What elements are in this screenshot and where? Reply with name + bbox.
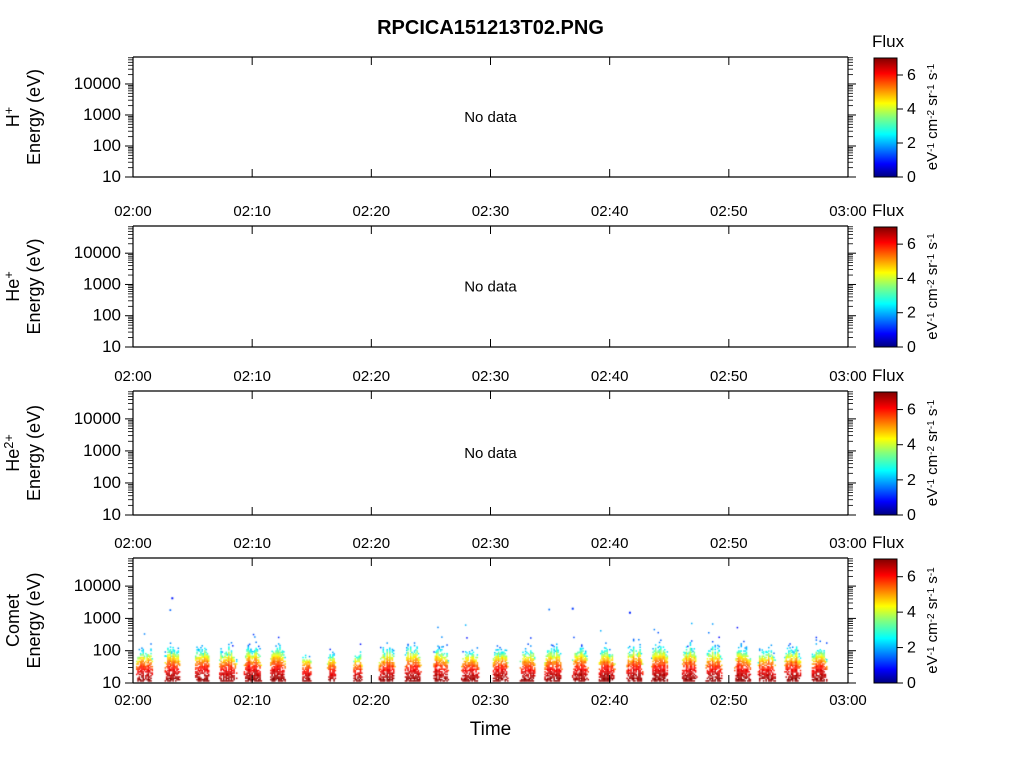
svg-text:02:50: 02:50 [710,368,748,385]
svg-text:eV-1 cm-2 sr-1 s-1: eV-1 cm-2 sr-1 s-1 [924,233,941,340]
svg-text:02:10: 02:10 [233,692,271,709]
svg-text:No data: No data [464,445,517,462]
svg-text:2: 2 [907,640,916,657]
svg-text:10: 10 [102,167,121,186]
svg-text:Flux: Flux [872,533,905,552]
svg-text:2: 2 [907,305,916,322]
svg-text:02:10: 02:10 [233,535,271,552]
svg-text:03:00: 03:00 [829,203,867,220]
svg-text:10: 10 [102,337,121,356]
svg-text:02:20: 02:20 [353,368,391,385]
svg-text:4: 4 [907,101,916,118]
svg-text:100: 100 [93,641,121,660]
svg-text:0: 0 [907,169,916,186]
svg-text:02:30: 02:30 [472,535,510,552]
svg-text:No data: No data [464,109,517,126]
svg-text:6: 6 [907,67,916,84]
svg-text:100: 100 [93,136,121,155]
svg-text:02:00: 02:00 [114,368,152,385]
svg-text:02:00: 02:00 [114,203,152,220]
svg-text:02:10: 02:10 [233,368,271,385]
svg-text:02:40: 02:40 [591,203,629,220]
svg-text:1000: 1000 [83,608,121,627]
svg-text:10000: 10000 [74,576,121,595]
svg-text:No data: No data [464,279,517,296]
svg-text:He+: He+ [2,271,23,301]
svg-text:RPCICA151213T02.PNG: RPCICA151213T02.PNG [377,17,604,39]
svg-text:4: 4 [907,437,916,454]
svg-text:6: 6 [907,569,916,586]
svg-text:Flux: Flux [872,201,905,220]
svg-text:100: 100 [93,473,121,492]
svg-text:10000: 10000 [74,74,121,93]
svg-text:He2+: He2+ [2,434,23,471]
svg-text:eV-1 cm-2 sr-1 s-1: eV-1 cm-2 sr-1 s-1 [924,567,941,674]
svg-text:03:00: 03:00 [829,692,867,709]
svg-text:2: 2 [907,135,916,152]
svg-text:02:20: 02:20 [353,203,391,220]
svg-text:0: 0 [907,339,916,356]
svg-text:02:40: 02:40 [591,535,629,552]
svg-text:10: 10 [102,505,121,524]
svg-text:6: 6 [907,236,916,253]
svg-text:Comet: Comet [3,594,23,647]
svg-text:02:20: 02:20 [353,535,391,552]
svg-text:Flux: Flux [872,366,905,385]
svg-text:100: 100 [93,306,121,325]
svg-text:H+: H+ [2,107,23,127]
svg-text:eV-1 cm-2 sr-1 s-1: eV-1 cm-2 sr-1 s-1 [924,63,941,170]
svg-text:02:00: 02:00 [114,535,152,552]
svg-text:eV-1 cm-2 sr-1 s-1: eV-1 cm-2 sr-1 s-1 [924,399,941,506]
svg-text:4: 4 [907,604,916,621]
svg-text:Energy (eV): Energy (eV) [24,572,44,668]
svg-text:1000: 1000 [83,274,121,293]
svg-text:4: 4 [907,270,916,287]
svg-text:02:30: 02:30 [472,692,510,709]
svg-text:2: 2 [907,472,916,489]
svg-text:02:30: 02:30 [472,368,510,385]
svg-text:03:00: 03:00 [829,368,867,385]
svg-text:Energy (eV): Energy (eV) [24,69,44,165]
svg-text:02:20: 02:20 [353,692,391,709]
svg-text:10000: 10000 [74,409,121,428]
svg-text:1000: 1000 [83,105,121,124]
svg-text:Energy (eV): Energy (eV) [24,238,44,334]
svg-text:6: 6 [907,402,916,419]
svg-text:02:00: 02:00 [114,692,152,709]
svg-text:02:40: 02:40 [591,692,629,709]
svg-text:03:00: 03:00 [829,535,867,552]
svg-text:02:10: 02:10 [233,203,271,220]
svg-text:10000: 10000 [74,243,121,262]
svg-text:02:40: 02:40 [591,368,629,385]
svg-text:02:50: 02:50 [710,535,748,552]
svg-text:1000: 1000 [83,441,121,460]
svg-text:Time: Time [470,719,512,740]
svg-text:Flux: Flux [872,32,905,51]
svg-text:Energy (eV): Energy (eV) [24,405,44,501]
svg-text:02:30: 02:30 [472,203,510,220]
svg-text:02:50: 02:50 [710,203,748,220]
svg-text:0: 0 [907,507,916,524]
svg-text:10: 10 [102,673,121,692]
svg-text:0: 0 [907,675,916,692]
svg-text:02:50: 02:50 [710,692,748,709]
